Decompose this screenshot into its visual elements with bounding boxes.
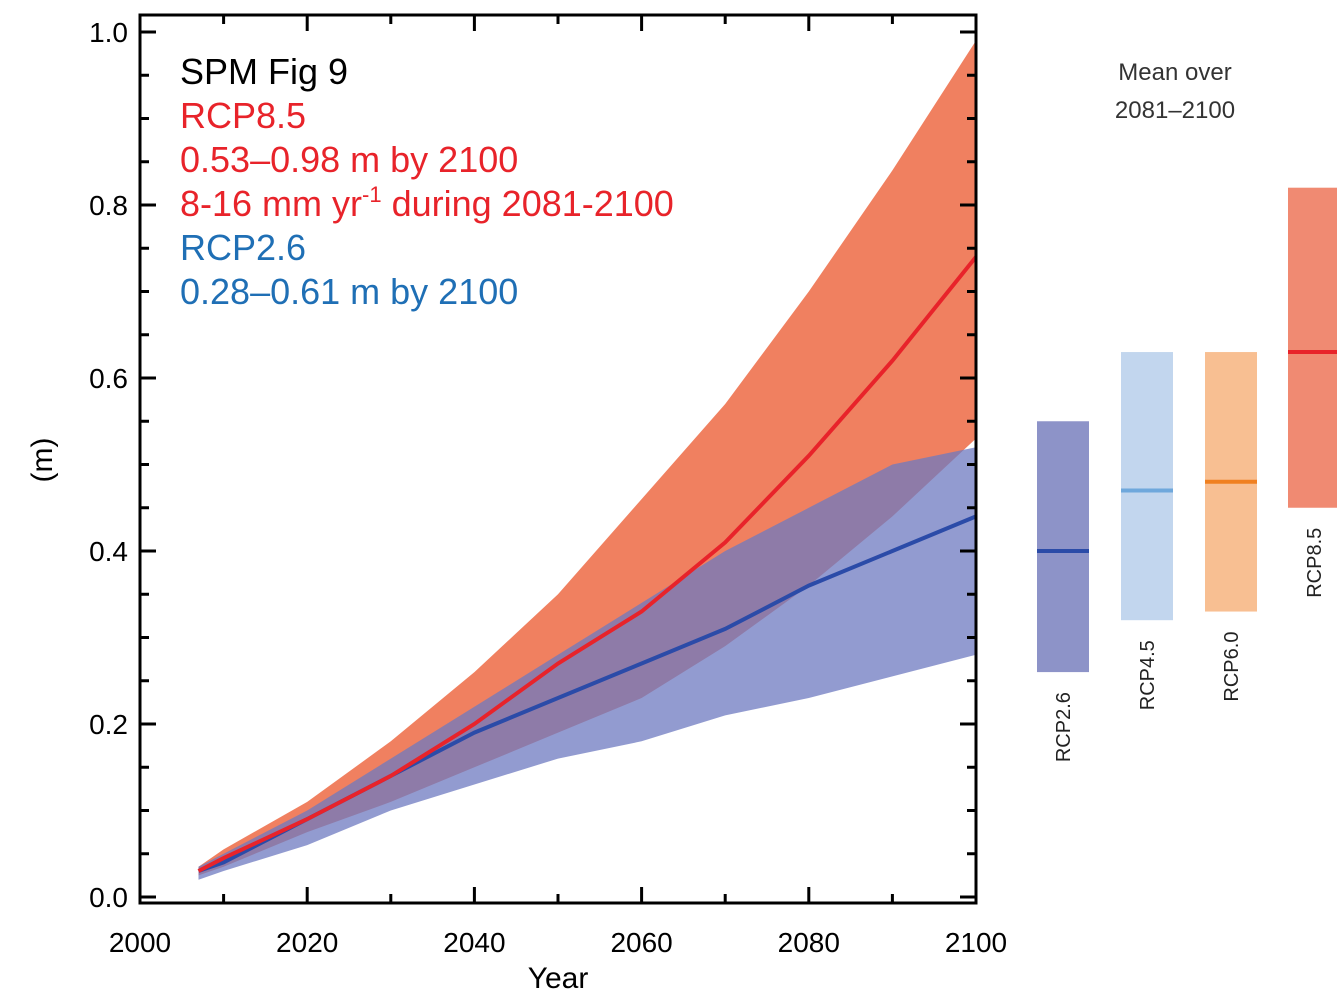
mean-line-series-0: [197, 255, 978, 873]
side-bar-rcp85: [1288, 187, 1337, 508]
uncertainty-bands: [198, 40, 976, 880]
side-panel-title-line-2: 2081–2100: [1115, 97, 1235, 124]
side-bar-label-0: RCP2.6: [1053, 692, 1075, 762]
y-tick-label: 0.2: [89, 709, 128, 740]
annotation-line-3: 8-16 mm yr-1 during 2081-2100: [180, 182, 674, 224]
annotation-line-2: 0.53–0.98 m by 2100: [180, 139, 518, 180]
y-tick-labels: 0.0 0.2 0.4 0.6 0.8 1.0: [89, 17, 128, 913]
side-bar-label-2: RCP6.0: [1221, 632, 1243, 702]
annotation-line-4: RCP2.6: [180, 227, 306, 268]
x-tick-labels: 2000 2020 2040 2060 2080 2100: [109, 927, 1007, 958]
x-tick-label: 2020: [276, 927, 338, 958]
y-tick-label: 1.0: [89, 17, 128, 48]
mean-lines: [197, 255, 978, 873]
y-tick-label: 0.4: [89, 536, 128, 567]
y-tick-label: 0.0: [89, 882, 128, 913]
annotation-line-0: SPM Fig 9: [180, 51, 348, 92]
y-tick-label: 0.6: [89, 363, 128, 394]
side-bar-label-1: RCP4.5: [1137, 640, 1159, 710]
x-tick-label: 2080: [778, 927, 840, 958]
y-axis-label: (m): [26, 438, 59, 483]
x-tick-label: 2000: [109, 927, 171, 958]
y-tick-label: 0.8: [89, 190, 128, 221]
x-tick-label: 2100: [945, 927, 1007, 958]
axis-ticks: [138, 15, 978, 903]
x-tick-label: 2060: [610, 927, 672, 958]
annotation-line-1: RCP8.5: [180, 95, 306, 136]
annotation-line-5: 0.28–0.61 m by 2100: [180, 271, 518, 312]
x-tick-label: 2040: [443, 927, 505, 958]
side-bar-label-3: RCP8.5: [1304, 528, 1326, 598]
x-axis-label: Year: [528, 962, 589, 995]
side-bar-rcp45: [1121, 352, 1173, 621]
band-series-1: [198, 447, 976, 880]
side-panel-2081-2100: Mean over 2081–2100 RCP2.6 RCP4.5 RCP6.0 RC…: [1037, 59, 1337, 762]
side-bar-rcp26: [1037, 421, 1089, 673]
side-panel-title-line-1: Mean over: [1118, 59, 1231, 86]
